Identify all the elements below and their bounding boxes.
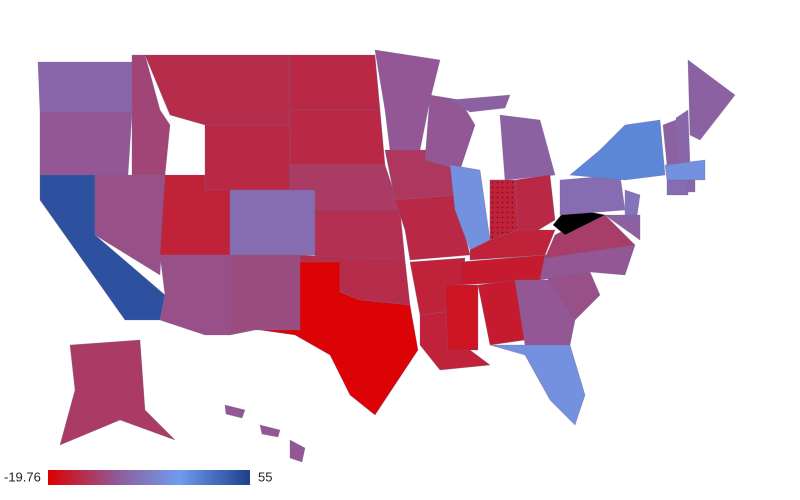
state-shape	[394, 194, 471, 261]
state	[664, 159, 706, 181]
state	[94, 174, 166, 276]
states	[37, 49, 736, 463]
state	[569, 119, 666, 181]
state-shape	[259, 261, 419, 416]
state	[666, 179, 689, 196]
state-shape	[39, 111, 133, 176]
state-shape	[289, 109, 386, 166]
state	[675, 109, 691, 166]
state	[259, 261, 419, 416]
state-shape	[259, 424, 281, 438]
state-shape	[94, 174, 166, 276]
state-shape	[444, 284, 479, 351]
state	[224, 404, 306, 463]
colorbar	[48, 470, 250, 485]
state	[424, 94, 476, 171]
state	[444, 284, 479, 351]
state-shape	[229, 189, 316, 256]
state-shape	[37, 61, 133, 113]
state-shape	[666, 179, 689, 196]
state	[37, 61, 133, 113]
state	[289, 54, 381, 111]
state-shape	[229, 254, 301, 336]
state	[229, 254, 301, 336]
state-shape	[59, 339, 176, 446]
state	[687, 59, 736, 141]
colorbar-max: 55	[258, 469, 272, 484]
state-shape	[687, 59, 736, 141]
state-shape	[569, 119, 666, 181]
state	[39, 111, 133, 176]
state	[662, 119, 679, 166]
state	[687, 179, 696, 193]
state	[229, 189, 316, 256]
state-shape	[489, 344, 586, 426]
state-shape	[159, 254, 231, 336]
state	[469, 229, 556, 261]
state	[204, 124, 291, 191]
state-shape	[514, 174, 556, 236]
state	[394, 194, 471, 261]
state	[489, 179, 519, 241]
state-shape	[144, 54, 291, 126]
state-shape	[224, 404, 246, 419]
state-shape	[499, 114, 556, 181]
state-shape	[289, 54, 381, 111]
state	[59, 339, 176, 446]
state	[314, 209, 406, 261]
state-shape	[424, 94, 476, 171]
state	[449, 94, 556, 181]
state-shape	[289, 439, 306, 463]
state	[514, 174, 556, 236]
state-shape	[675, 109, 691, 166]
state-shape	[204, 124, 291, 191]
state-shape	[662, 119, 679, 166]
colorbar-min: -19.76	[4, 469, 41, 484]
state-shape	[687, 179, 696, 193]
state-shape	[449, 94, 511, 113]
state-shape	[469, 229, 556, 261]
state-shape	[314, 209, 406, 261]
state-shape	[604, 214, 641, 241]
state	[159, 254, 231, 336]
state	[144, 54, 291, 126]
state	[604, 214, 641, 241]
state-pattern	[489, 179, 519, 241]
state	[559, 174, 626, 216]
state-shape	[664, 159, 706, 181]
state-shape	[559, 174, 626, 216]
state	[289, 109, 386, 166]
state	[489, 344, 586, 426]
